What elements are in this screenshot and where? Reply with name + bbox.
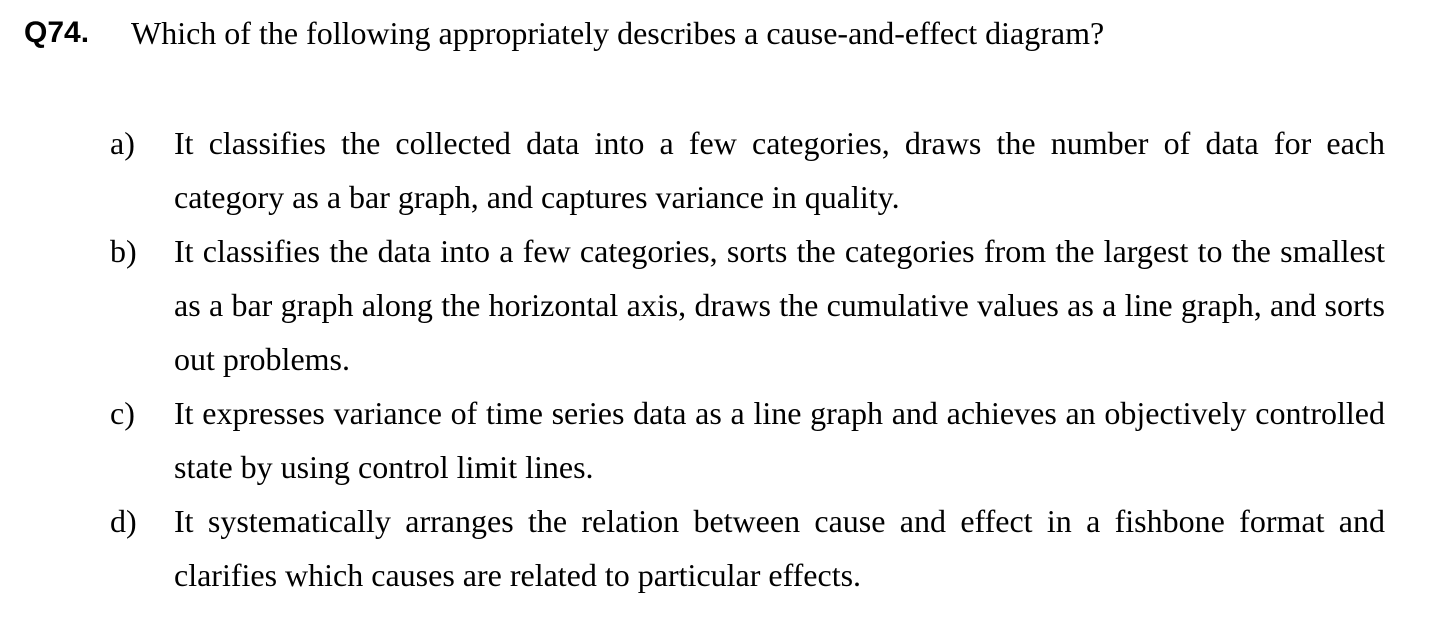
option-text: It systematically arranges the relation … [174, 503, 1385, 593]
option-label: b) [110, 233, 137, 269]
option-text: It classifies the data into a few catego… [174, 233, 1385, 377]
option-text: It classifies the collected data into a … [174, 125, 1385, 215]
answer-options: a) It classifies the collected data into… [0, 116, 1450, 602]
option-b[interactable]: b) It classifies the data into a few cat… [0, 224, 1450, 386]
option-a[interactable]: a) It classifies the collected data into… [0, 116, 1450, 224]
question-header: Q74. Which of the following appropriatel… [24, 10, 1424, 60]
question-text: Which of the following appropriately des… [131, 15, 1105, 51]
option-label: c) [110, 395, 135, 431]
option-label: a) [110, 125, 135, 161]
option-label: d) [110, 503, 137, 539]
option-c[interactable]: c) It expresses variance of time series … [0, 386, 1450, 494]
option-text: It expresses variance of time series dat… [174, 395, 1385, 485]
question-number: Q74. [24, 16, 90, 49]
option-d[interactable]: d) It systematically arranges the relati… [0, 494, 1450, 602]
